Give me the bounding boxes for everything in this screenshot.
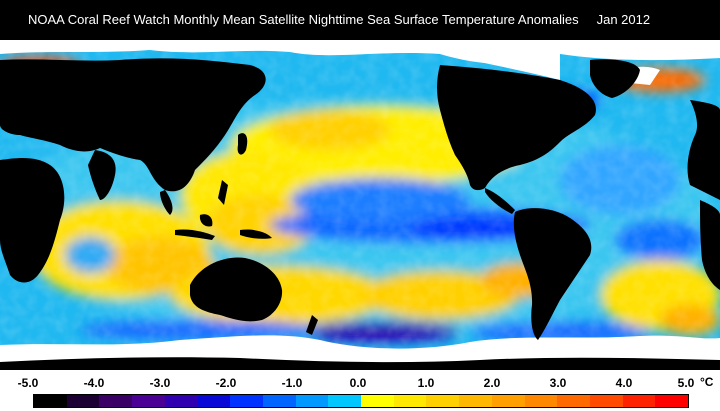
land-new-zealand <box>306 315 318 335</box>
colorbar-swatch <box>459 395 492 407</box>
land-eurasia <box>0 58 266 192</box>
land-indonesia <box>175 229 215 240</box>
land-north-america <box>437 65 596 191</box>
tick-label: -3.0 <box>149 376 171 390</box>
land-philippines <box>218 180 228 205</box>
colorbar-swatch <box>361 395 394 407</box>
map-title: NOAA Coral Reef Watch Monthly Mean Satel… <box>0 0 720 40</box>
colorbar-swatch <box>132 395 165 407</box>
unit-label: °C <box>700 375 714 389</box>
land-africa-east <box>700 200 720 290</box>
tick-label: 4.0 <box>615 376 633 390</box>
tick-label: 1.0 <box>417 376 435 390</box>
colorbar-swatch <box>589 395 623 407</box>
land-new-guinea <box>240 229 272 239</box>
tick-label: 2.0 <box>483 376 501 390</box>
tick-label: -2.0 <box>215 376 237 390</box>
colorbar-swatch <box>557 395 590 407</box>
land-se-asia <box>160 190 173 215</box>
colorbar-swatch <box>230 395 263 407</box>
colorbar-swatch <box>34 395 67 407</box>
colorbar-swatch <box>426 395 460 407</box>
colorbar-swatch <box>99 395 133 407</box>
colorbar-swatch <box>328 395 362 407</box>
colorbar-swatch <box>66 395 100 407</box>
land-japan <box>237 133 248 155</box>
colorbar-swatch <box>524 395 558 407</box>
colorbar-swatch <box>655 395 689 407</box>
land-antarctica <box>0 357 720 370</box>
land-borneo <box>199 214 213 227</box>
tick-label: 3.0 <box>549 376 567 390</box>
colorbar-swatch <box>393 395 427 407</box>
tick-label: -1.0 <box>281 376 303 390</box>
title-text: NOAA Coral Reef Watch Monthly Mean Satel… <box>28 12 579 27</box>
colorbar-swatch <box>295 395 329 407</box>
tick-label: 5.0 <box>677 376 695 390</box>
land-india <box>88 150 116 200</box>
land-masses <box>0 58 720 370</box>
tick-label: -4.0 <box>83 376 105 390</box>
colorbar-swatch <box>262 395 296 407</box>
land-africa <box>0 157 65 283</box>
colorbar-swatch <box>491 395 525 407</box>
colorbar-swatch <box>622 395 656 407</box>
title-date: Jan 2012 <box>596 12 651 27</box>
colorbar-swatch <box>164 395 198 407</box>
colorbar-legend: -5.0 -4.0 -3.0 -2.0 -1.0 0.0 1.0 2.0 3.0… <box>0 370 720 411</box>
colorbar-swatch <box>197 395 231 407</box>
land-australia <box>190 257 283 322</box>
land-south-america <box>513 208 592 340</box>
land-europe <box>687 100 720 200</box>
land-central-america <box>485 188 515 214</box>
tick-label: 0.0 <box>349 376 367 390</box>
land-greenland <box>590 59 640 98</box>
colorbar <box>33 394 689 408</box>
tick-label: -5.0 <box>17 376 39 390</box>
sst-anomaly-map <box>0 40 720 370</box>
